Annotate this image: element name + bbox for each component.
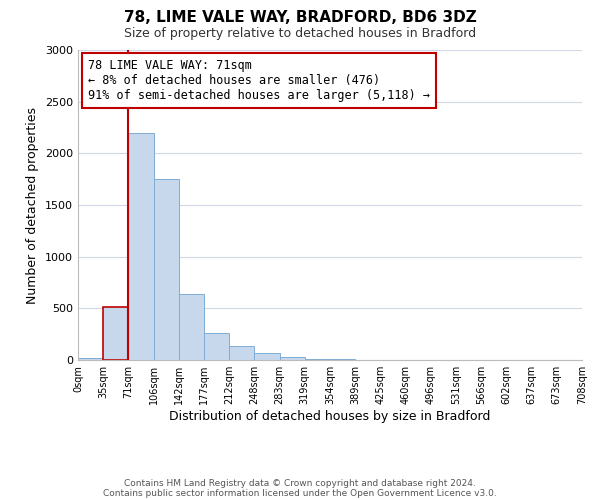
Bar [280,358,305,360]
Bar [103,308,128,360]
Text: 78 LIME VALE WAY: 71sqm
← 8% of detached houses are smaller (476)
91% of semi-de: 78 LIME VALE WAY: 71sqm ← 8% of detached… [88,60,430,102]
Bar [229,346,254,360]
Bar [305,359,330,360]
Bar [78,358,103,360]
X-axis label: Distribution of detached houses by size in Bradford: Distribution of detached houses by size … [169,410,491,423]
Text: Contains HM Land Registry data © Crown copyright and database right 2024.: Contains HM Land Registry data © Crown c… [124,478,476,488]
Text: Size of property relative to detached houses in Bradford: Size of property relative to detached ho… [124,28,476,40]
Bar [154,179,179,360]
Bar [128,132,154,360]
Bar [254,353,280,360]
Text: Contains public sector information licensed under the Open Government Licence v3: Contains public sector information licen… [103,488,497,498]
Bar [179,294,204,360]
Y-axis label: Number of detached properties: Number of detached properties [26,106,40,304]
Bar [204,333,229,360]
Text: 78, LIME VALE WAY, BRADFORD, BD6 3DZ: 78, LIME VALE WAY, BRADFORD, BD6 3DZ [124,10,476,25]
